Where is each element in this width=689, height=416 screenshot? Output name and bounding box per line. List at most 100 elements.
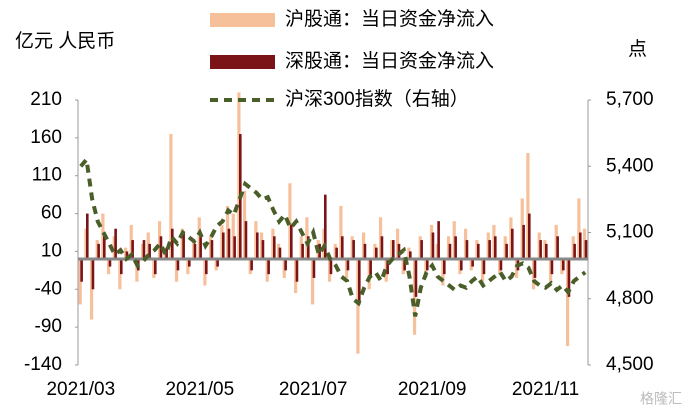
- bar: [242, 190, 247, 259]
- bar: [205, 259, 208, 275]
- bar: [310, 259, 315, 305]
- y2-tick-label: 5,400: [606, 155, 654, 176]
- bar: [282, 259, 286, 278]
- bar: [125, 251, 129, 259]
- bar: [301, 243, 304, 259]
- legend-swatch: [210, 55, 275, 69]
- bar: [299, 236, 303, 259]
- bar: [424, 259, 428, 278]
- bar: [256, 232, 259, 259]
- bar: [554, 224, 558, 259]
- bar: [114, 228, 117, 259]
- bar: [401, 259, 405, 275]
- bar: [341, 236, 344, 259]
- bar: [324, 194, 327, 259]
- bar: [477, 243, 480, 259]
- bar: [499, 259, 503, 271]
- bar: [454, 236, 457, 259]
- bar: [471, 259, 474, 267]
- bar: [142, 240, 146, 259]
- legend-label: 沪股通：当日资金净流入: [285, 8, 494, 30]
- bar: [392, 240, 395, 259]
- bar: [146, 232, 150, 259]
- bar: [443, 259, 446, 275]
- bar: [346, 259, 350, 271]
- bar: [511, 228, 514, 259]
- bar: [199, 236, 202, 259]
- bar: [537, 232, 541, 259]
- bar: [95, 240, 99, 259]
- bar: [233, 236, 236, 259]
- bar: [140, 243, 145, 259]
- y2-tick-label: 4,800: [606, 288, 654, 309]
- bar: [176, 259, 180, 271]
- y-tick-label: -140: [24, 354, 62, 375]
- bar: [152, 259, 156, 278]
- bar: [488, 240, 491, 259]
- bar: [577, 198, 581, 259]
- bar: [214, 259, 218, 271]
- bar: [373, 243, 377, 259]
- bar: [584, 240, 588, 259]
- legend-swatch: [210, 13, 275, 27]
- bar: [123, 247, 128, 259]
- bar: [582, 228, 587, 259]
- bar: [103, 236, 106, 259]
- bar: [492, 224, 496, 259]
- bar: [465, 240, 469, 259]
- bar: [482, 259, 486, 275]
- bar: [526, 153, 530, 259]
- bar: [567, 259, 571, 297]
- bar: [120, 259, 123, 275]
- y2-tick-label: 4,500: [606, 354, 654, 375]
- bar: [222, 232, 225, 259]
- y-tick-label: -40: [35, 278, 62, 299]
- bar: [545, 243, 548, 259]
- bar: [329, 259, 333, 275]
- bar: [154, 259, 157, 275]
- bar: [208, 236, 213, 259]
- bar: [414, 259, 418, 297]
- bar: [361, 232, 366, 259]
- bar: [284, 259, 287, 271]
- bar: [225, 206, 230, 259]
- bar: [528, 213, 531, 259]
- bar: [78, 259, 82, 305]
- bar: [169, 134, 173, 259]
- bar: [358, 259, 361, 305]
- bar: [333, 243, 337, 259]
- bar: [448, 243, 452, 259]
- x-tick-label: 2021/09: [398, 379, 467, 400]
- bar: [210, 240, 214, 259]
- bar: [560, 259, 564, 275]
- bar: [458, 259, 462, 275]
- y-tick-label: 110: [32, 165, 62, 186]
- x-tick-label: 2021/07: [279, 379, 348, 400]
- bar: [307, 236, 310, 259]
- bar: [409, 251, 412, 259]
- y2-tick-label: 5,700: [606, 89, 654, 110]
- bar: [437, 221, 440, 259]
- bar: [135, 259, 139, 282]
- bar: [288, 183, 292, 259]
- bar: [460, 259, 463, 271]
- bar: [469, 259, 473, 271]
- bar: [220, 224, 224, 259]
- bar: [101, 213, 105, 259]
- bar: [533, 259, 537, 278]
- bar: [522, 224, 525, 259]
- bar: [129, 224, 133, 259]
- bar: [573, 243, 576, 259]
- bar: [267, 259, 270, 275]
- bar: [186, 259, 190, 275]
- x-tick-label: 2021/11: [512, 379, 579, 400]
- bar: [486, 232, 490, 259]
- bar: [182, 232, 185, 259]
- bar: [503, 236, 507, 259]
- bar: [163, 251, 167, 259]
- bar: [191, 240, 196, 259]
- bar: [89, 259, 94, 320]
- bar: [452, 221, 456, 259]
- bar: [350, 236, 354, 259]
